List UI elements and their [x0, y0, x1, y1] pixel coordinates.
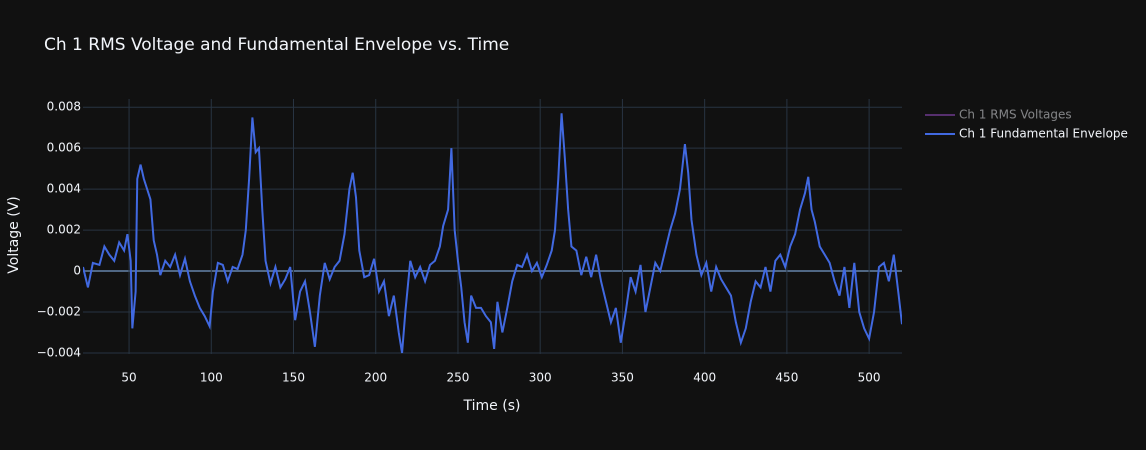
x-axis-label: Time (s): [463, 398, 521, 414]
y-tick-label: 0.002: [47, 223, 81, 237]
legend-label: Ch 1 RMS Voltages: [959, 108, 1072, 122]
x-tick-label: 350: [611, 371, 634, 385]
y-tick-label: 0.004: [47, 182, 81, 196]
x-tick-label: 100: [200, 371, 223, 385]
x-tick-label: 450: [775, 371, 798, 385]
y-tick-label: 0: [73, 264, 81, 278]
chart-title: Ch 1 RMS Voltage and Fundamental Envelop…: [44, 35, 509, 55]
y-tick-label: 0.008: [47, 100, 81, 114]
x-tick-label: 300: [529, 371, 552, 385]
legend-label: Ch 1 Fundamental Envelope: [959, 127, 1128, 141]
x-tick-label: 200: [364, 371, 387, 385]
x-tick-label: 250: [447, 371, 470, 385]
y-tick-label: −0.002: [37, 305, 81, 319]
y-tick-label: −0.004: [37, 345, 81, 359]
x-tick-label: 150: [282, 371, 305, 385]
x-tick-label: 50: [121, 371, 136, 385]
x-tick-label: 400: [693, 371, 716, 385]
legend-item[interactable]: Ch 1 Fundamental Envelope: [925, 127, 1128, 141]
y-axis-label: Voltage (V): [6, 196, 22, 273]
series-line: [83, 113, 902, 354]
legend-item[interactable]: Ch 1 RMS Voltages: [925, 108, 1072, 122]
y-tick-label: 0.006: [47, 141, 81, 155]
x-tick-label: 500: [858, 371, 881, 385]
